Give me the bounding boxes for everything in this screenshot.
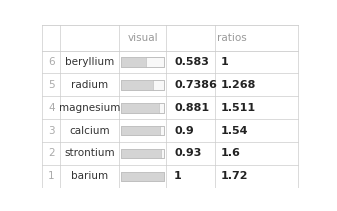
Bar bbox=[121, 149, 164, 158]
Text: 3: 3 bbox=[48, 126, 55, 136]
Text: 0.583: 0.583 bbox=[174, 57, 209, 67]
Text: calcium: calcium bbox=[69, 126, 110, 136]
Text: barium: barium bbox=[71, 171, 109, 181]
Text: ratios: ratios bbox=[217, 33, 247, 43]
Bar bbox=[121, 126, 164, 135]
Bar bbox=[121, 57, 146, 67]
Bar bbox=[121, 80, 164, 90]
Bar bbox=[121, 172, 164, 181]
Bar bbox=[121, 172, 164, 181]
Text: 1: 1 bbox=[48, 171, 55, 181]
Text: 2: 2 bbox=[48, 149, 55, 158]
Text: 1: 1 bbox=[221, 57, 229, 67]
Text: 0.9: 0.9 bbox=[174, 126, 194, 136]
Bar bbox=[121, 172, 164, 181]
Bar bbox=[121, 149, 164, 158]
Text: 5: 5 bbox=[48, 80, 55, 90]
Bar bbox=[121, 149, 161, 158]
Text: 1.6: 1.6 bbox=[221, 149, 241, 158]
Text: beryllium: beryllium bbox=[65, 57, 115, 67]
Bar bbox=[121, 57, 164, 67]
Text: 0.93: 0.93 bbox=[174, 149, 202, 158]
Bar bbox=[121, 103, 159, 112]
Bar bbox=[121, 103, 164, 112]
Text: 4: 4 bbox=[48, 103, 55, 113]
Bar bbox=[121, 57, 164, 67]
Text: 1.511: 1.511 bbox=[221, 103, 256, 113]
Text: 1: 1 bbox=[174, 171, 182, 181]
Text: 0.881: 0.881 bbox=[174, 103, 209, 113]
Text: 1.72: 1.72 bbox=[221, 171, 248, 181]
Text: strontium: strontium bbox=[64, 149, 115, 158]
Bar bbox=[121, 80, 153, 90]
Bar bbox=[121, 80, 164, 90]
Bar bbox=[121, 126, 160, 135]
Text: visual: visual bbox=[127, 33, 158, 43]
Text: 6: 6 bbox=[48, 57, 55, 67]
Text: 1.268: 1.268 bbox=[221, 80, 256, 90]
Text: 1.54: 1.54 bbox=[221, 126, 248, 136]
Text: 0.7386: 0.7386 bbox=[174, 80, 217, 90]
Bar bbox=[121, 126, 164, 135]
Bar bbox=[121, 103, 164, 112]
Text: radium: radium bbox=[71, 80, 109, 90]
Text: magnesium: magnesium bbox=[59, 103, 120, 113]
